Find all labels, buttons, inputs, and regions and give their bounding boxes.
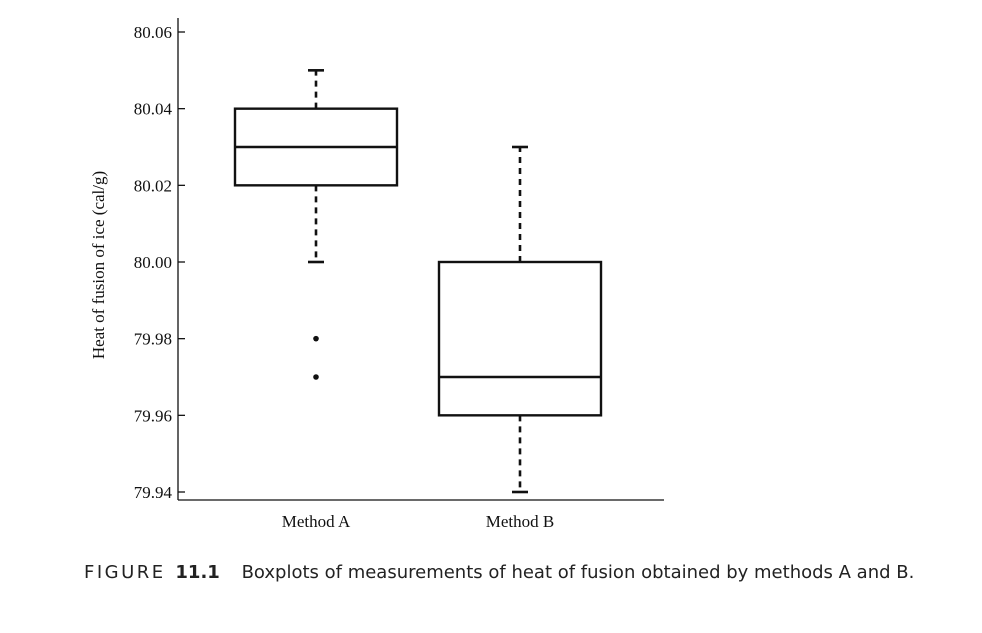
outlier-point — [313, 335, 319, 342]
y-tick-label: 80.02 — [134, 176, 172, 195]
box-method-b — [437, 145, 603, 494]
y-tick-label: 79.96 — [134, 406, 172, 425]
figure-word: FIGURE — [84, 562, 166, 583]
y-axis-ticks: 80.06 80.04 80.02 80.00 79.98 79.96 79.94 — [134, 23, 185, 502]
y-tick-label: 79.98 — [134, 330, 172, 349]
y-tick-label: 79.94 — [134, 483, 173, 502]
axes — [177, 18, 664, 501]
boxes — [233, 69, 603, 494]
figure-caption: FIGURE 11.1 Boxplots of measurements of … — [84, 560, 954, 585]
y-tick-label: 80.00 — [134, 253, 172, 272]
x-category-label: Method A — [282, 512, 351, 531]
boxplot-chart: 80.06 80.04 80.02 80.00 79.98 79.96 79.94 Meth… — [89, 18, 664, 531]
y-tick-label: 80.06 — [134, 23, 172, 42]
box-method-a — [233, 69, 399, 380]
y-tick-label: 80.04 — [134, 100, 173, 119]
interquartile-box — [437, 260, 603, 417]
figure-number: 11.1 — [175, 562, 220, 583]
x-axis-category-labels: Method A Method B — [282, 512, 554, 531]
y-axis-title: Heat of fusion of ice (cal/g) — [89, 171, 108, 359]
caption-text: Boxplots of measurements of heat of fusi… — [241, 562, 915, 583]
outlier-point — [313, 374, 319, 380]
x-category-label: Method B — [486, 512, 554, 531]
